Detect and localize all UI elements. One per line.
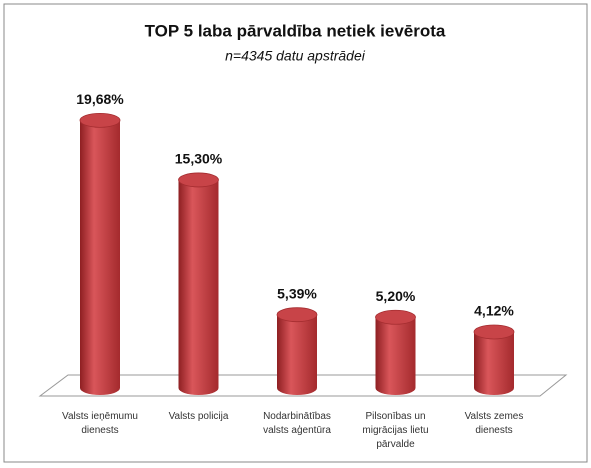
bar — [277, 314, 317, 395]
value-label: 4,12% — [474, 303, 514, 319]
bar-top — [375, 309, 416, 325]
bar-top — [79, 112, 121, 128]
x-tick-label: Pilsonības un migrācijas lietu pārvalde — [362, 411, 429, 450]
x-tick-label: Valsts policija — [168, 411, 229, 422]
value-label: 19,68% — [76, 91, 124, 107]
x-tick-label: Valsts zemes dienests — [464, 411, 524, 436]
bar-top — [178, 172, 219, 188]
x-tick-label: Nodarbinātības valsts aģentūra — [263, 411, 331, 436]
value-label: 5,20% — [376, 288, 416, 304]
bar — [80, 120, 120, 396]
chart-subtitle: n=4345 datu apstrādei — [225, 48, 366, 64]
bar-top — [276, 307, 318, 323]
bar — [474, 331, 514, 395]
bar — [178, 179, 219, 395]
chart-title: TOP 5 laba pārvaldība netiek ievērota — [145, 21, 446, 40]
value-label: 5,39% — [277, 285, 317, 301]
x-tick-label: Valsts ieņēmumu dienests — [62, 411, 138, 436]
bar — [375, 317, 416, 395]
value-label: 15,30% — [175, 151, 223, 167]
bar-top — [473, 324, 515, 340]
